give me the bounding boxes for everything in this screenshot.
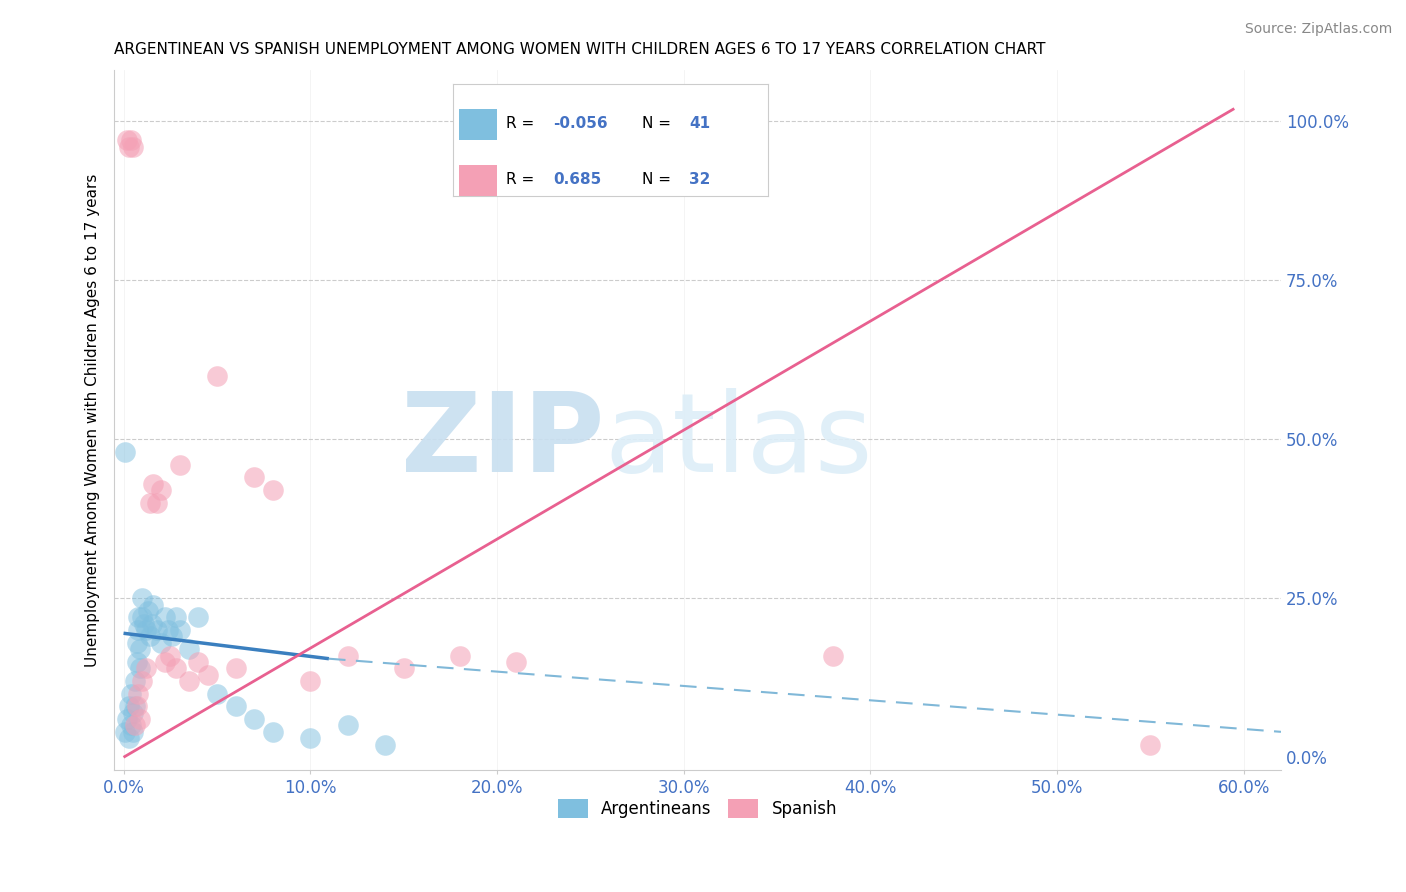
Point bbox=[127, 610, 149, 624]
Point bbox=[142, 476, 165, 491]
Point bbox=[120, 133, 142, 147]
Text: atlas: atlas bbox=[605, 388, 873, 495]
Point bbox=[136, 604, 159, 618]
Point bbox=[131, 610, 153, 624]
Point bbox=[449, 648, 471, 663]
Point bbox=[505, 655, 527, 669]
Point bbox=[205, 687, 228, 701]
Point bbox=[121, 140, 143, 154]
Point bbox=[124, 699, 146, 714]
Point bbox=[114, 445, 136, 459]
Point bbox=[299, 731, 322, 746]
Point bbox=[187, 655, 209, 669]
Point bbox=[125, 636, 148, 650]
Point bbox=[262, 724, 284, 739]
Point bbox=[127, 623, 149, 637]
Point bbox=[129, 642, 152, 657]
Point bbox=[129, 661, 152, 675]
Point bbox=[118, 140, 141, 154]
Point bbox=[141, 616, 163, 631]
Point bbox=[125, 699, 148, 714]
Point bbox=[138, 630, 160, 644]
Point bbox=[262, 483, 284, 498]
Point bbox=[135, 661, 157, 675]
Point bbox=[149, 483, 172, 498]
Point bbox=[132, 616, 155, 631]
Point bbox=[374, 738, 396, 752]
Point bbox=[124, 673, 146, 688]
Legend: Argentineans, Spanish: Argentineans, Spanish bbox=[551, 792, 844, 824]
Point bbox=[149, 636, 172, 650]
Point bbox=[169, 458, 191, 472]
Point bbox=[117, 712, 139, 726]
Point bbox=[165, 661, 187, 675]
Text: Source: ZipAtlas.com: Source: ZipAtlas.com bbox=[1244, 22, 1392, 37]
Point bbox=[118, 699, 141, 714]
Point bbox=[114, 724, 136, 739]
Point bbox=[153, 655, 176, 669]
Point bbox=[1139, 738, 1161, 752]
Point bbox=[821, 648, 844, 663]
Point bbox=[121, 724, 143, 739]
Point bbox=[197, 667, 219, 681]
Point bbox=[127, 687, 149, 701]
Point bbox=[225, 699, 247, 714]
Point bbox=[299, 673, 322, 688]
Point bbox=[225, 661, 247, 675]
Point bbox=[159, 648, 181, 663]
Point bbox=[187, 610, 209, 624]
Point bbox=[153, 610, 176, 624]
Point bbox=[243, 712, 266, 726]
Point bbox=[117, 133, 139, 147]
Point bbox=[135, 623, 157, 637]
Point bbox=[146, 623, 169, 637]
Point bbox=[177, 673, 200, 688]
Point bbox=[121, 706, 143, 720]
Point bbox=[118, 731, 141, 746]
Point bbox=[138, 496, 160, 510]
Point bbox=[124, 718, 146, 732]
Point bbox=[392, 661, 415, 675]
Y-axis label: Unemployment Among Women with Children Ages 6 to 17 years: Unemployment Among Women with Children A… bbox=[86, 174, 100, 667]
Point bbox=[142, 598, 165, 612]
Point bbox=[177, 642, 200, 657]
Point bbox=[157, 623, 180, 637]
Point bbox=[243, 470, 266, 484]
Text: ARGENTINEAN VS SPANISH UNEMPLOYMENT AMONG WOMEN WITH CHILDREN AGES 6 TO 17 YEARS: ARGENTINEAN VS SPANISH UNEMPLOYMENT AMON… bbox=[114, 42, 1046, 57]
Point bbox=[120, 718, 142, 732]
Point bbox=[169, 623, 191, 637]
Point bbox=[131, 591, 153, 606]
Point bbox=[129, 712, 152, 726]
Text: ZIP: ZIP bbox=[401, 388, 605, 495]
Point bbox=[120, 687, 142, 701]
Point bbox=[125, 655, 148, 669]
Point bbox=[336, 718, 359, 732]
Point bbox=[160, 630, 183, 644]
Point bbox=[146, 496, 169, 510]
Point bbox=[131, 673, 153, 688]
Point bbox=[165, 610, 187, 624]
Point bbox=[336, 648, 359, 663]
Point bbox=[205, 368, 228, 383]
